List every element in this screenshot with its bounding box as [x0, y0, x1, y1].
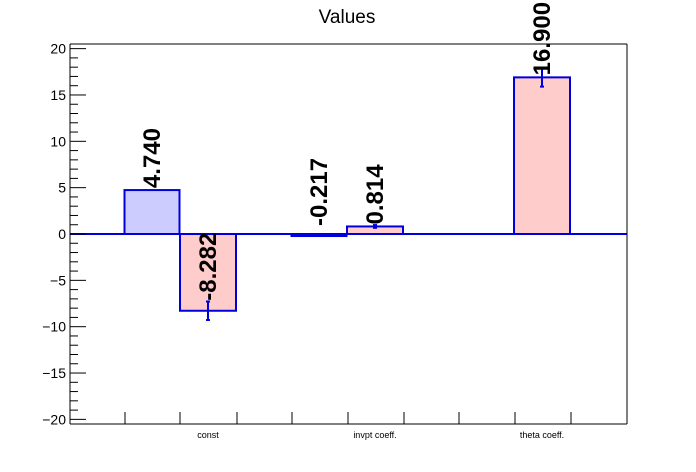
- value-label-s0-c0: 4.740: [139, 128, 166, 188]
- y-tick-label-4: 0: [58, 226, 66, 242]
- value-labels-layer: 4.740 -0.217 -8.282 0.814 16.900: [139, 2, 556, 301]
- y-tick-label-5: 5: [58, 180, 66, 196]
- category-label-2: theta coeff.: [520, 430, 564, 440]
- y-tick-label-0: −20: [42, 411, 66, 427]
- bar-s0-c0: [123, 189, 181, 236]
- bars-layer: [123, 67, 571, 322]
- chart-title: Values: [319, 7, 376, 28]
- category-label-0: const: [197, 430, 219, 440]
- value-label-s1-c2: 16.900: [529, 2, 556, 75]
- value-label-s1-c1: 0.814: [362, 164, 389, 225]
- y-tick-label-1: −15: [42, 365, 66, 381]
- category-label-1: invpt coeff.: [353, 430, 396, 440]
- value-label-s0-c1: -0.217: [306, 158, 333, 226]
- y-tick-label-7: 15: [50, 87, 66, 103]
- y-tick-label-8: 20: [50, 41, 66, 57]
- y-tick-label-3: −5: [50, 272, 66, 288]
- y-tick-label-6: 10: [50, 133, 66, 149]
- bar-s1-c2: [513, 76, 571, 235]
- axes-layer: −20 −15 −10 −5 0 5 10 15 20 const invpt coeff. thet…: [42, 41, 628, 440]
- y-tick-label-2: −10: [42, 319, 66, 335]
- value-label-s1-c0: -8.282: [195, 233, 222, 301]
